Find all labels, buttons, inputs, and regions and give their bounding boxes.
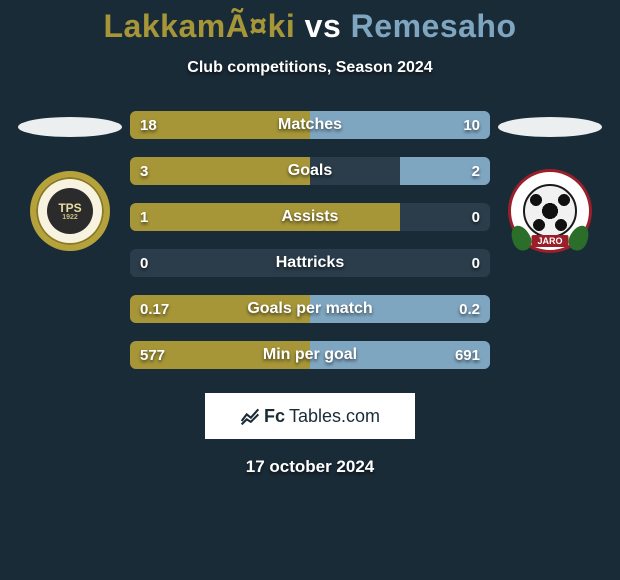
stat-row: 0.170.2Goals per match (130, 295, 490, 323)
stat-label: Assists (130, 203, 490, 231)
stats-column: 1810Matches 32Goals 10Assists 00Hattricks 0.… (130, 111, 490, 369)
club-crest-a: TPS 1922 (28, 169, 112, 253)
stat-label: Goals per match (130, 295, 490, 323)
stat-label: Matches (130, 111, 490, 139)
left-column: TPS 1922 (10, 111, 130, 253)
brand-bold: Fc (264, 406, 285, 427)
crest-b-name: JARO (531, 235, 568, 247)
card: LakkamÃ¤ki vs Remesaho Club competitions… (0, 0, 620, 477)
crest-a-name: TPS (58, 202, 81, 214)
chart-icon (240, 406, 260, 426)
title-player-b: Remesaho (351, 8, 517, 44)
subtitle: Club competitions, Season 2024 (0, 59, 620, 77)
club-crest-b: JARO (508, 169, 592, 253)
stat-row: 00Hattricks (130, 249, 490, 277)
stat-row: 577691Min per goal (130, 341, 490, 369)
footer-date: 17 october 2024 (0, 457, 620, 477)
title-player-a: LakkamÃ¤ki (104, 8, 296, 44)
stat-row: 10Assists (130, 203, 490, 231)
page-title: LakkamÃ¤ki vs Remesaho (0, 8, 620, 45)
stat-label: Min per goal (130, 341, 490, 369)
stat-row: 32Goals (130, 157, 490, 185)
stat-label: Goals (130, 157, 490, 185)
crest-a-sub: 1922 (62, 214, 78, 221)
main-row: TPS 1922 1810Matches 32Goals 10Assists 00Ha… (0, 111, 620, 369)
stat-label: Hattricks (130, 249, 490, 277)
brand-light: Tables.com (289, 406, 380, 427)
title-vs: vs (305, 8, 342, 44)
stat-row: 1810Matches (130, 111, 490, 139)
player-b-silhouette (498, 117, 602, 137)
brand-badge[interactable]: FcTables.com (205, 393, 415, 439)
player-a-silhouette (18, 117, 122, 137)
right-column: JARO (490, 111, 610, 253)
